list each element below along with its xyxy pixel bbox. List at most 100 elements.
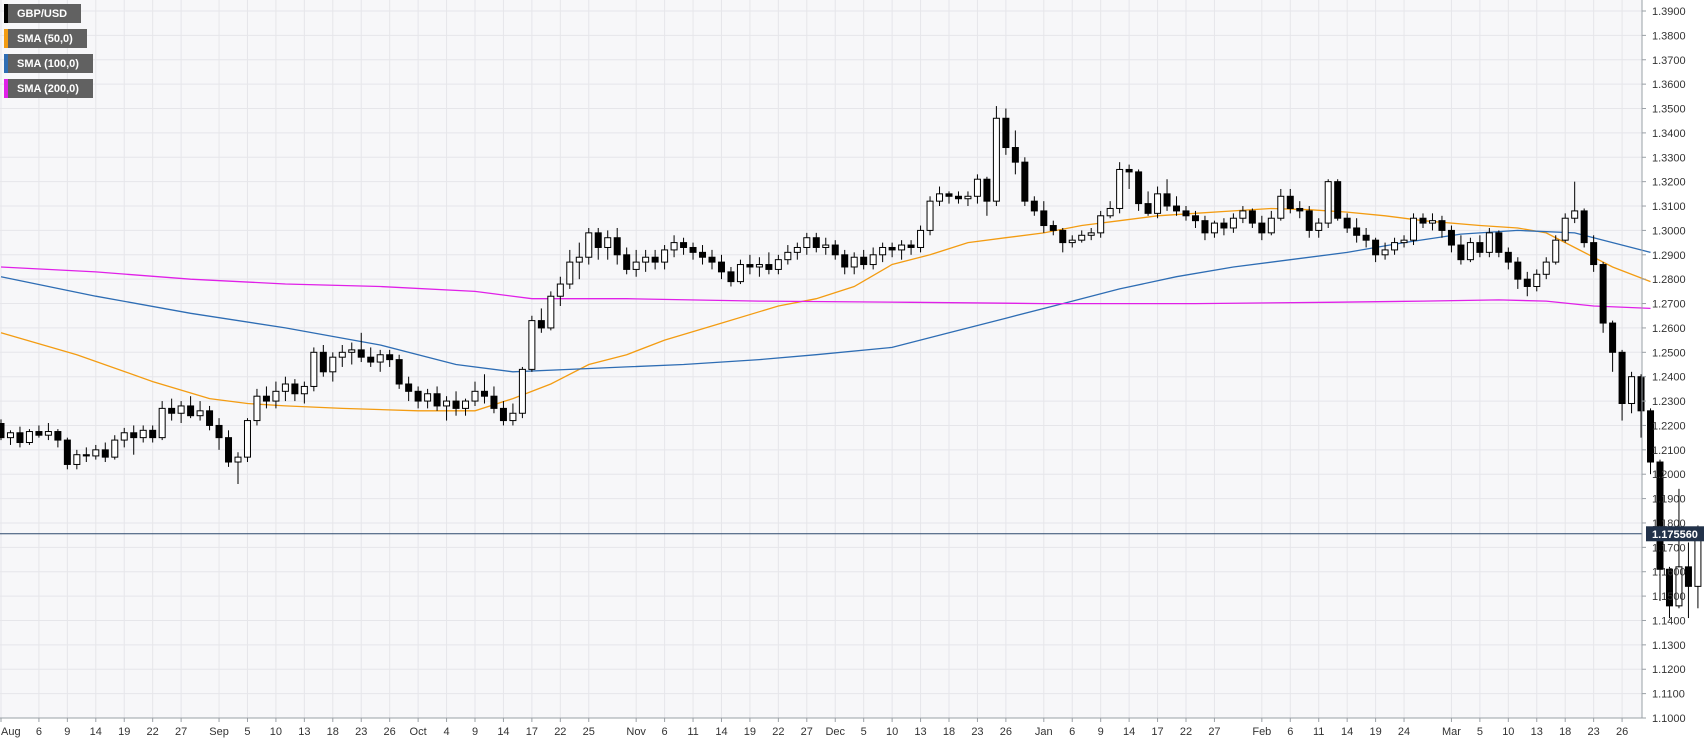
candle-body-down [1609,322,1617,353]
candle [1362,227,1370,248]
sma-line [0,266,1651,310]
candle [983,176,991,216]
candle-body-up [1675,566,1683,607]
legend-label: SMA (100,0) [17,57,79,70]
candle-body-up [139,429,147,439]
candle-body-up [1694,533,1702,587]
candle-body-up [1267,217,1275,234]
candle [1277,188,1285,221]
candle-body-up [1068,239,1076,244]
x-tick-label: 14 [715,726,727,738]
candle [1296,201,1304,219]
candle-body-down [1665,568,1673,607]
candle [1116,162,1124,214]
candle-body-down [1684,566,1692,587]
candle-body-up [632,261,640,270]
candle [509,403,517,426]
candle [1580,208,1588,248]
x-tick-label: 26 [1616,726,1628,738]
x-tick-label: 5 [244,726,250,738]
candle [537,308,545,333]
legend-item-gbpusd[interactable]: GBP/USD [4,4,82,23]
candle [936,186,944,207]
x-tick-label: 25 [583,726,595,738]
candle-body-down [1580,210,1588,244]
candle [1391,237,1399,255]
y-tick-label: 1.3000 [1652,225,1686,237]
candle [395,354,403,389]
candle-body-up [528,320,536,370]
candle [1457,235,1465,265]
candle [1097,210,1105,238]
x-tick-label: 27 [1208,726,1220,738]
legend-swatch [4,29,8,48]
candle-body-down [1637,376,1645,412]
candle [1523,271,1531,297]
candle [1590,235,1598,272]
candle [917,225,925,253]
candle [253,388,261,426]
candle-body-up [566,261,574,285]
candle [1068,235,1076,248]
candle [1334,179,1342,221]
candle-body-down [35,431,43,436]
x-tick-label: 6 [1069,726,1075,738]
x-tick-label: 26 [1000,726,1012,738]
candle-body-down [680,242,688,248]
candle [1125,164,1133,189]
candle-body-up [471,390,479,402]
candle-body-down [1372,239,1380,256]
candle [765,252,773,275]
candle [1305,206,1313,238]
candle-body-up [1229,217,1237,229]
candle [746,254,754,275]
y-tick-label: 1.2500 [1652,347,1686,359]
candle-body-down [1021,161,1029,202]
candle [1466,237,1474,263]
candle [386,349,394,367]
candle [1599,262,1607,333]
candle-body-up [300,385,308,395]
candle [518,366,526,419]
x-tick-label: 22 [1180,726,1192,738]
price-tag-text: 1.175560 [1652,529,1698,541]
candle-body-up [158,407,166,439]
candle-body-down [1059,229,1067,244]
legend-item-sma-100[interactable]: SMA (100,0) [4,54,93,73]
x-tick-label: 26 [384,726,396,738]
candle-body-down [168,407,176,414]
candle [243,418,251,463]
y-tick-label: 1.1700 [1652,542,1686,554]
candle [898,240,906,260]
candle-body-up [822,244,830,248]
candle-body-up [1324,181,1332,224]
candle [499,401,507,426]
candle [1353,218,1361,243]
legend-item-sma-50[interactable]: SMA (50,0) [4,29,87,48]
x-tick-label: 11 [1313,726,1324,738]
candle [1628,371,1636,414]
y-tick-label: 1.3600 [1652,79,1686,91]
candle [1400,235,1408,248]
candle-body-up [6,432,14,439]
x-tick-label: 19 [744,726,756,738]
candle-body-up [196,410,204,417]
candle-body-up [869,254,877,266]
y-tick-label: 1.1200 [1652,664,1686,676]
candle [149,425,157,443]
candle [82,447,90,463]
candle [642,249,650,272]
candle-body-up [1277,195,1285,219]
candle [1438,215,1446,238]
candle-body-down [727,271,735,283]
x-tick-label: 5 [861,726,867,738]
candle-body-up [774,259,782,270]
legend-item-sma-200[interactable]: SMA (200,0) [4,79,93,98]
candle-body-down [888,246,896,251]
x-axis: Aug 6 9 14 19 22 27 Sep 5 10 13 18 23 26 Oct 4 9 14 17 22 25… [0,718,1628,738]
candle-body-down [1343,217,1351,229]
y-tick-label: 1.2700 [1652,299,1686,311]
x-tick-label: 10 [270,726,282,738]
candle-body-up [338,351,346,358]
